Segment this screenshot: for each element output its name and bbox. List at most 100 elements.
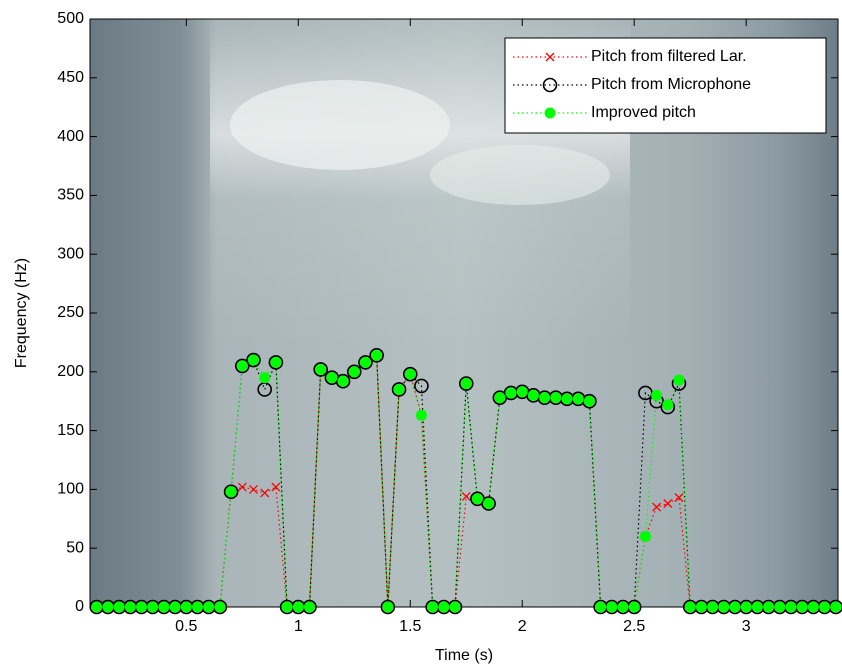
data-point	[572, 393, 584, 405]
legend-marker	[542, 77, 558, 93]
data-point	[369, 348, 384, 363]
data-point	[380, 599, 396, 615]
data-point	[223, 484, 239, 500]
data-point	[458, 376, 474, 391]
data-point	[91, 601, 103, 613]
data-point	[358, 355, 373, 370]
y-tick-label: 450	[57, 69, 84, 86]
data-point	[652, 502, 662, 512]
data-point	[191, 601, 203, 613]
legend-marker	[545, 52, 555, 62]
data-point	[785, 601, 797, 613]
data-point	[751, 601, 763, 613]
y-tick-label: 50	[66, 539, 84, 556]
data-point	[449, 601, 461, 613]
data-point	[382, 601, 394, 613]
y-tick-label: 500	[57, 10, 84, 27]
data-point	[404, 368, 416, 380]
data-point	[516, 386, 528, 398]
data-point	[203, 601, 215, 613]
legend-label: Pitch from filtered Lar.	[591, 48, 747, 65]
data-point	[807, 601, 819, 613]
data-point	[393, 383, 405, 395]
data-point	[113, 601, 125, 613]
y-tick-label: 200	[57, 363, 84, 380]
data-point	[415, 409, 427, 421]
data-point	[583, 395, 595, 407]
spectrogram-band	[430, 145, 610, 205]
data-point	[483, 498, 495, 510]
data-point	[427, 601, 439, 613]
x-tick-label: 3	[742, 618, 751, 635]
data-point	[606, 601, 618, 613]
data-point	[729, 601, 741, 613]
data-point	[481, 496, 496, 511]
spectrogram-band	[230, 80, 450, 170]
x-tick-label: 2	[518, 618, 527, 635]
data-point	[271, 482, 281, 492]
data-point	[169, 601, 181, 613]
data-point	[337, 375, 349, 387]
y-tick-label: 150	[57, 422, 84, 439]
data-point	[740, 601, 752, 613]
data-point	[662, 399, 674, 411]
data-point	[214, 601, 226, 613]
data-point	[639, 530, 651, 542]
data-point	[774, 601, 786, 613]
x-axis-label: Time (s)	[435, 647, 493, 664]
data-point	[707, 601, 719, 613]
data-point	[460, 378, 472, 390]
data-point	[348, 366, 360, 378]
data-point	[346, 364, 362, 380]
data-point	[438, 601, 450, 613]
legend-label: Improved pitch	[591, 104, 696, 121]
data-point	[246, 352, 261, 368]
data-point	[684, 601, 696, 613]
data-point	[595, 601, 607, 613]
data-point	[695, 601, 707, 613]
y-tick-label: 100	[57, 481, 84, 498]
data-point	[617, 601, 629, 613]
x-tick-label: 2.5	[623, 618, 645, 635]
data-point	[561, 393, 573, 405]
x-tick-label: 1.5	[399, 618, 421, 635]
data-point	[315, 363, 327, 375]
y-tick-label: 250	[57, 304, 84, 321]
data-point	[550, 392, 562, 404]
y-tick-label: 300	[57, 245, 84, 262]
data-point	[359, 356, 371, 368]
data-point	[268, 355, 284, 370]
data-point	[303, 601, 315, 613]
data-point	[313, 362, 328, 377]
legend-marker	[544, 107, 556, 119]
data-point	[461, 491, 471, 501]
data-point	[391, 382, 407, 397]
data-point	[236, 360, 248, 372]
data-point	[225, 486, 237, 498]
data-point	[663, 499, 673, 508]
data-point	[136, 601, 148, 613]
data-point	[281, 601, 293, 613]
y-tick-label: 0	[75, 598, 84, 615]
data-point	[539, 392, 551, 404]
data-point	[674, 493, 684, 503]
data-point	[494, 392, 506, 404]
data-point	[124, 601, 136, 613]
data-point	[247, 354, 259, 366]
data-point	[260, 488, 270, 498]
data-point	[527, 389, 539, 401]
x-tick-label: 1	[294, 618, 303, 635]
data-point	[237, 482, 247, 492]
data-point	[830, 601, 842, 613]
data-point	[796, 601, 808, 613]
data-point	[402, 366, 418, 382]
x-tick-label: 0.5	[175, 618, 197, 635]
data-point	[292, 601, 304, 613]
y-tick-label: 350	[57, 187, 84, 204]
data-point	[414, 378, 429, 394]
data-point	[763, 601, 775, 613]
data-point	[471, 493, 483, 505]
data-point	[819, 601, 831, 613]
